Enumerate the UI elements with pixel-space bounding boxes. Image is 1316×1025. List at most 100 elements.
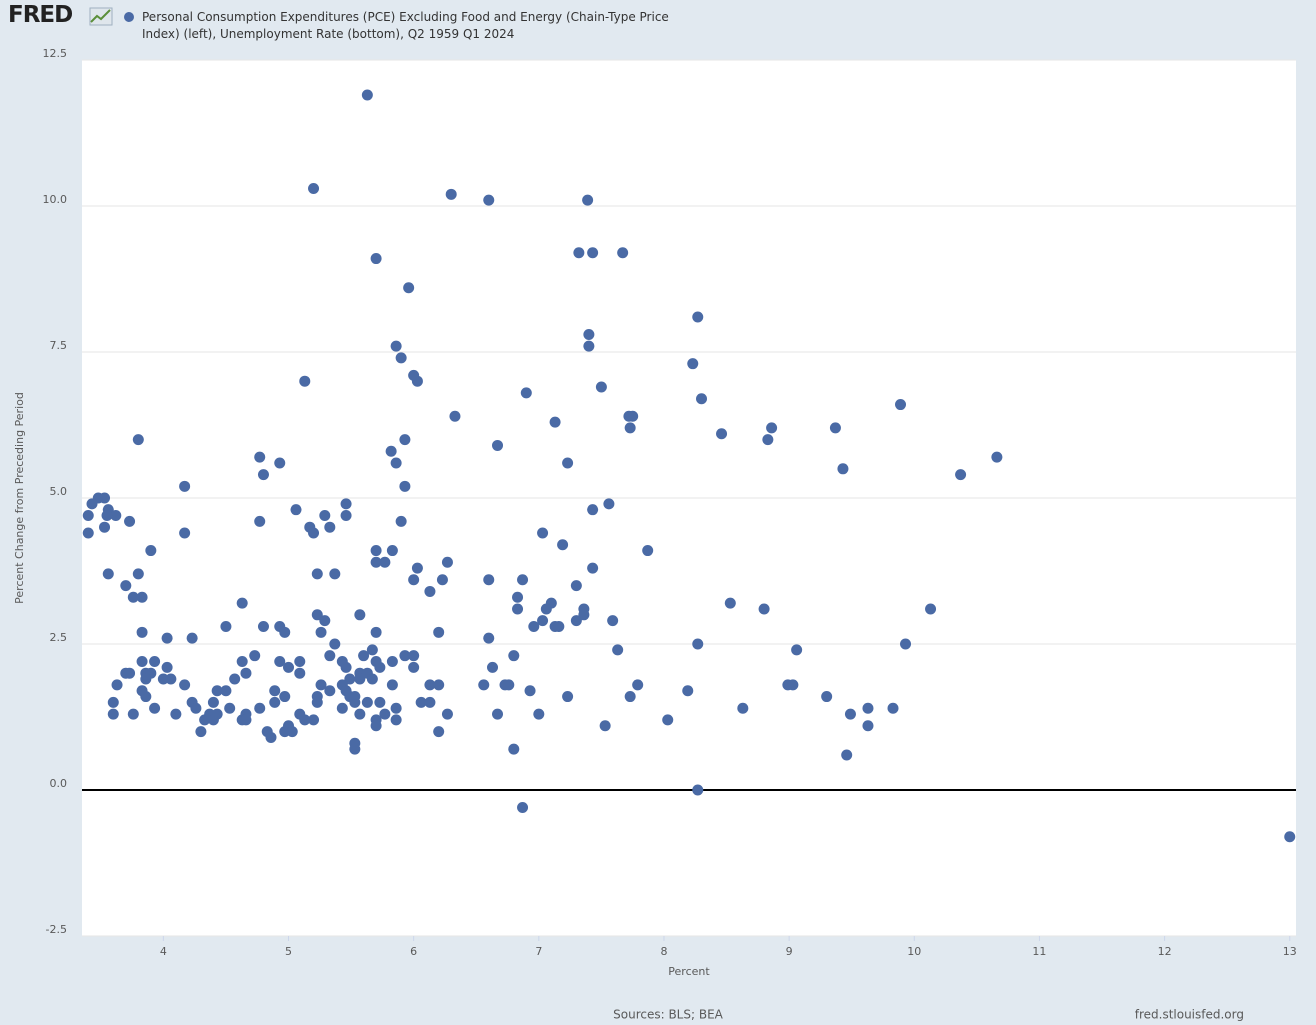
- scatter-point: [220, 685, 232, 697]
- scatter-point: [124, 515, 136, 527]
- scatter-point: [408, 650, 420, 662]
- scatter-point: [508, 650, 520, 662]
- scatter-point: [254, 515, 266, 527]
- scatter-point: [716, 428, 728, 440]
- scatter-point: [370, 720, 382, 732]
- scatter-point: [424, 696, 436, 708]
- scatter-point: [319, 510, 331, 522]
- scatter-point: [390, 714, 402, 726]
- scatter-point: [283, 661, 295, 673]
- scatter-point: [415, 696, 427, 708]
- scatter-point: [279, 691, 291, 703]
- scatter-point: [370, 253, 382, 265]
- scatter-point: [587, 562, 599, 574]
- scatter-point: [199, 714, 211, 726]
- scatter-point: [149, 702, 161, 714]
- scatter-point: [370, 556, 382, 568]
- scatter-point: [374, 696, 386, 708]
- scatter-point: [361, 89, 373, 101]
- scatter-point: [161, 661, 173, 673]
- scatter-point: [692, 638, 704, 650]
- scatter-point: [692, 311, 704, 323]
- x-tick-label: 11: [1032, 945, 1046, 958]
- scatter-point: [483, 574, 495, 586]
- scatter-point: [424, 679, 436, 691]
- scatter-point: [570, 615, 582, 627]
- scatter-point: [254, 451, 266, 463]
- scatter-point: [111, 679, 123, 691]
- scatter-point: [583, 340, 595, 352]
- y-tick-label: 7.5: [50, 339, 68, 352]
- scatter-point: [279, 626, 291, 638]
- scatter-point: [557, 539, 569, 551]
- scatter-point: [520, 387, 532, 399]
- scatter-point: [274, 656, 286, 668]
- scatter-point: [887, 702, 899, 714]
- scatter-point: [687, 358, 699, 370]
- scatter-point: [340, 510, 352, 522]
- scatter-point: [311, 696, 323, 708]
- scatter-point: [236, 656, 248, 668]
- scatter-point: [436, 574, 448, 586]
- scatter-point: [120, 580, 132, 592]
- scatter-point: [336, 702, 348, 714]
- site-url[interactable]: fred.stlouisfed.org: [1135, 1008, 1244, 1022]
- scatter-point: [324, 685, 336, 697]
- logo[interactable]: FRED: [8, 2, 73, 28]
- scatter-point: [517, 802, 529, 814]
- scatter-point: [403, 282, 415, 294]
- scatter-point: [517, 574, 529, 586]
- scatter-point: [179, 480, 191, 492]
- scatter-point: [379, 708, 391, 720]
- scatter-point: [269, 685, 281, 697]
- scatter-point: [340, 661, 352, 673]
- scatter-point: [508, 743, 520, 755]
- scatter-point: [374, 661, 386, 673]
- scatter-point: [395, 515, 407, 527]
- scatter-point: [190, 702, 202, 714]
- scatter-point: [315, 626, 327, 638]
- scatter-point: [311, 609, 323, 621]
- scatter-point: [386, 545, 398, 557]
- scatter-point: [603, 498, 615, 510]
- scatter-point: [612, 644, 624, 656]
- scatter-point: [358, 650, 370, 662]
- scatter-point: [841, 749, 853, 761]
- scatter-point: [207, 696, 219, 708]
- scatter-point: [766, 422, 778, 434]
- scatter-point: [478, 679, 490, 691]
- scatter-point: [696, 393, 708, 405]
- scatter-point: [411, 375, 423, 387]
- scatter-point: [537, 527, 549, 539]
- scatter-point: [492, 439, 504, 451]
- scatter-point: [821, 691, 833, 703]
- scatter-point: [582, 194, 594, 206]
- x-tick-label: 6: [410, 945, 417, 958]
- scatter-point: [136, 626, 148, 638]
- scatter-point: [483, 194, 495, 206]
- x-axis-label: Percent: [668, 965, 710, 978]
- scatter-point: [349, 743, 361, 755]
- y-tick-label: 5.0: [50, 485, 68, 498]
- scatter-point: [627, 410, 639, 422]
- scatter-point: [528, 620, 540, 632]
- scatter-point: [161, 632, 173, 644]
- scatter-point: [762, 434, 774, 446]
- scatter-point: [240, 714, 252, 726]
- scatter-point: [862, 702, 874, 714]
- scatter-point: [102, 568, 114, 580]
- scatter-point: [370, 626, 382, 638]
- scatter-point: [487, 661, 499, 673]
- scatter-point: [441, 556, 453, 568]
- scatter-point: [862, 720, 874, 732]
- scatter-point: [607, 615, 619, 627]
- scatter-point: [408, 574, 420, 586]
- scatter-point: [553, 620, 565, 632]
- scatter-point: [86, 498, 98, 510]
- scatter-point: [624, 691, 636, 703]
- scatter-point: [540, 603, 552, 615]
- legend-marker: [124, 12, 134, 22]
- scatter-point: [324, 521, 336, 533]
- scatter-point: [386, 656, 398, 668]
